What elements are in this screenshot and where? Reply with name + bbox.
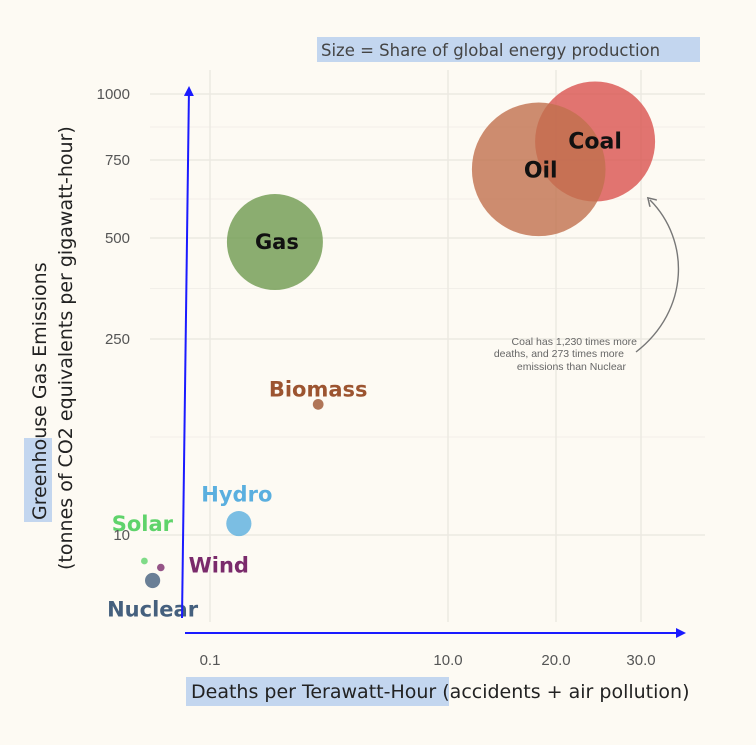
bubble-oil bbox=[471, 102, 606, 237]
x-tick-10-0: 10.0 bbox=[433, 652, 462, 669]
y-tick-500: 500 bbox=[105, 230, 130, 247]
bubble-solar bbox=[141, 557, 148, 565]
y-axis-title-line-1: Greenhouse Gas Emissions bbox=[29, 262, 51, 520]
y-axis-title-line-2: (tonnes of CO2 equivalents per gigawatt-… bbox=[55, 126, 77, 570]
x-tick-30-0: 30.0 bbox=[626, 652, 655, 669]
bubble-gas bbox=[226, 194, 323, 291]
bubble-label-coal: Coal bbox=[568, 130, 622, 155]
y-tick-250: 250 bbox=[105, 331, 130, 348]
y-tick-labels: 10 250 500 750 1000 bbox=[97, 86, 130, 544]
bubble-label-nuclear: Nuclear bbox=[107, 598, 199, 622]
x-tick-labels: 0.1 10.0 20.0 30.0 bbox=[200, 652, 656, 669]
y-axis-title: Greenhouse Gas Emissions (tonnes of CO2 … bbox=[24, 126, 77, 570]
size-note-highlight bbox=[317, 37, 700, 62]
size-note: Size = Share of global energy production bbox=[321, 41, 660, 60]
x-tick-20-0: 20.0 bbox=[541, 652, 570, 669]
bubble-label-gas: Gas bbox=[255, 230, 299, 254]
bubble-label-biomass: Biomass bbox=[269, 377, 368, 401]
y-tick-750: 750 bbox=[105, 152, 130, 169]
annotation-line-1: Coal has 1,230 times more bbox=[512, 336, 638, 348]
bubble-biomass bbox=[312, 398, 324, 410]
annotation-line-3: emissions than Nuclear bbox=[517, 361, 627, 373]
bubble-nuclear bbox=[145, 572, 161, 589]
y-axis-title-highlight bbox=[24, 438, 52, 522]
bubble-hydro bbox=[226, 510, 252, 537]
bubble-label-oil: Oil bbox=[524, 158, 558, 183]
bubble-wind bbox=[157, 563, 165, 572]
annotation-line-2: deaths, and 273 times more bbox=[494, 348, 624, 360]
y-tick-1000: 1000 bbox=[97, 86, 130, 103]
y-axis-arrow bbox=[181, 86, 194, 619]
annotation-arrow bbox=[635, 200, 679, 353]
bubble-label-solar: Solar bbox=[112, 512, 174, 536]
bubble-label-wind: Wind bbox=[189, 554, 249, 578]
data-marks: Coal Oil Gas Biomass Hydro Solar Wind Nuclear bbox=[107, 81, 656, 622]
bubble-label-hydro: Hydro bbox=[201, 483, 272, 507]
x-tick-0-1: 0.1 bbox=[200, 652, 221, 669]
x-axis-title: Deaths per Terawatt-Hour (accidents + ai… bbox=[191, 681, 690, 703]
y-tick-10: 10 bbox=[113, 527, 130, 544]
annotation: Coal has 1,230 times more deaths, and 27… bbox=[494, 200, 679, 373]
x-axis-title-highlight bbox=[186, 677, 449, 706]
